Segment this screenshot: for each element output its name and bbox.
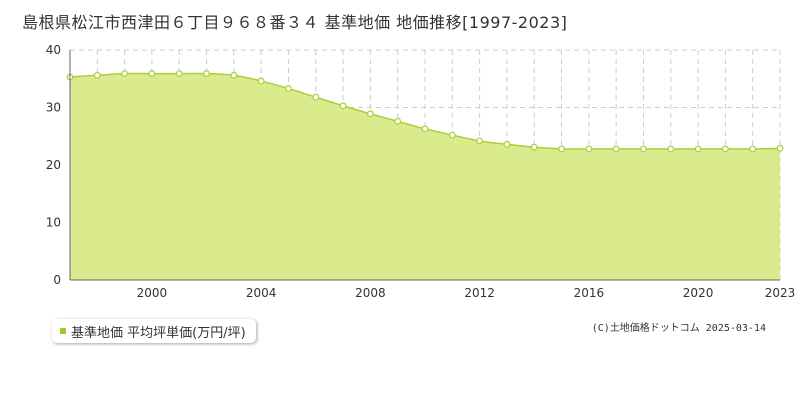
data-point (476, 137, 484, 145)
data-point (776, 144, 784, 152)
series-area-fill (70, 73, 780, 281)
x-tick-labels: 2000 2004 2008 2012 2016 2020 2023 (137, 286, 796, 300)
y-tick-label: 10 (46, 216, 61, 230)
y-tick-labels: 0 10 20 30 40 (46, 43, 61, 287)
data-point (257, 77, 265, 85)
data-point (721, 145, 729, 153)
data-point (175, 70, 183, 77)
data-point (285, 85, 292, 92)
legend-swatch (60, 328, 66, 334)
x-tick-label: 2020 (683, 286, 714, 300)
data-point (148, 70, 156, 77)
data-point (339, 102, 347, 110)
chart-title: 島根県松江市西津田６丁目９６８番３４ 基準地価 地価推移[1997-2023] (22, 13, 568, 32)
data-points (66, 70, 784, 153)
legend: 基準地価 平均坪単価(万円/坪) (52, 319, 256, 343)
legend-label: 基準地価 平均坪単価(万円/坪) (71, 325, 246, 341)
data-point (421, 125, 429, 133)
data-point (312, 93, 320, 101)
data-point (585, 145, 593, 153)
data-point (640, 145, 647, 153)
data-point (203, 70, 210, 77)
data-point (530, 143, 538, 151)
data-point (448, 131, 456, 139)
x-tick-label: 2000 (137, 286, 168, 300)
x-tick-label: 2023 (765, 286, 796, 300)
data-point (749, 145, 757, 153)
y-tick-label: 30 (46, 101, 61, 115)
x-tick-label: 2016 (574, 286, 605, 300)
data-point (366, 110, 374, 118)
copyright-text: (C)土地価格ドットコム 2025-03-14 (591, 323, 766, 334)
data-point (694, 145, 702, 153)
y-tick-label: 0 (53, 273, 61, 287)
y-tick-label: 40 (46, 43, 61, 57)
data-point (612, 145, 620, 153)
x-tick-label: 2012 (464, 286, 495, 300)
data-point (394, 117, 402, 125)
x-tick-label: 2008 (355, 286, 386, 300)
data-point (667, 145, 675, 153)
data-point (503, 140, 511, 148)
data-point (230, 71, 238, 79)
data-point (121, 70, 129, 77)
y-tick-label: 20 (46, 158, 61, 172)
data-point (93, 71, 101, 79)
x-tick-label: 2004 (246, 286, 277, 300)
data-point (558, 145, 565, 153)
